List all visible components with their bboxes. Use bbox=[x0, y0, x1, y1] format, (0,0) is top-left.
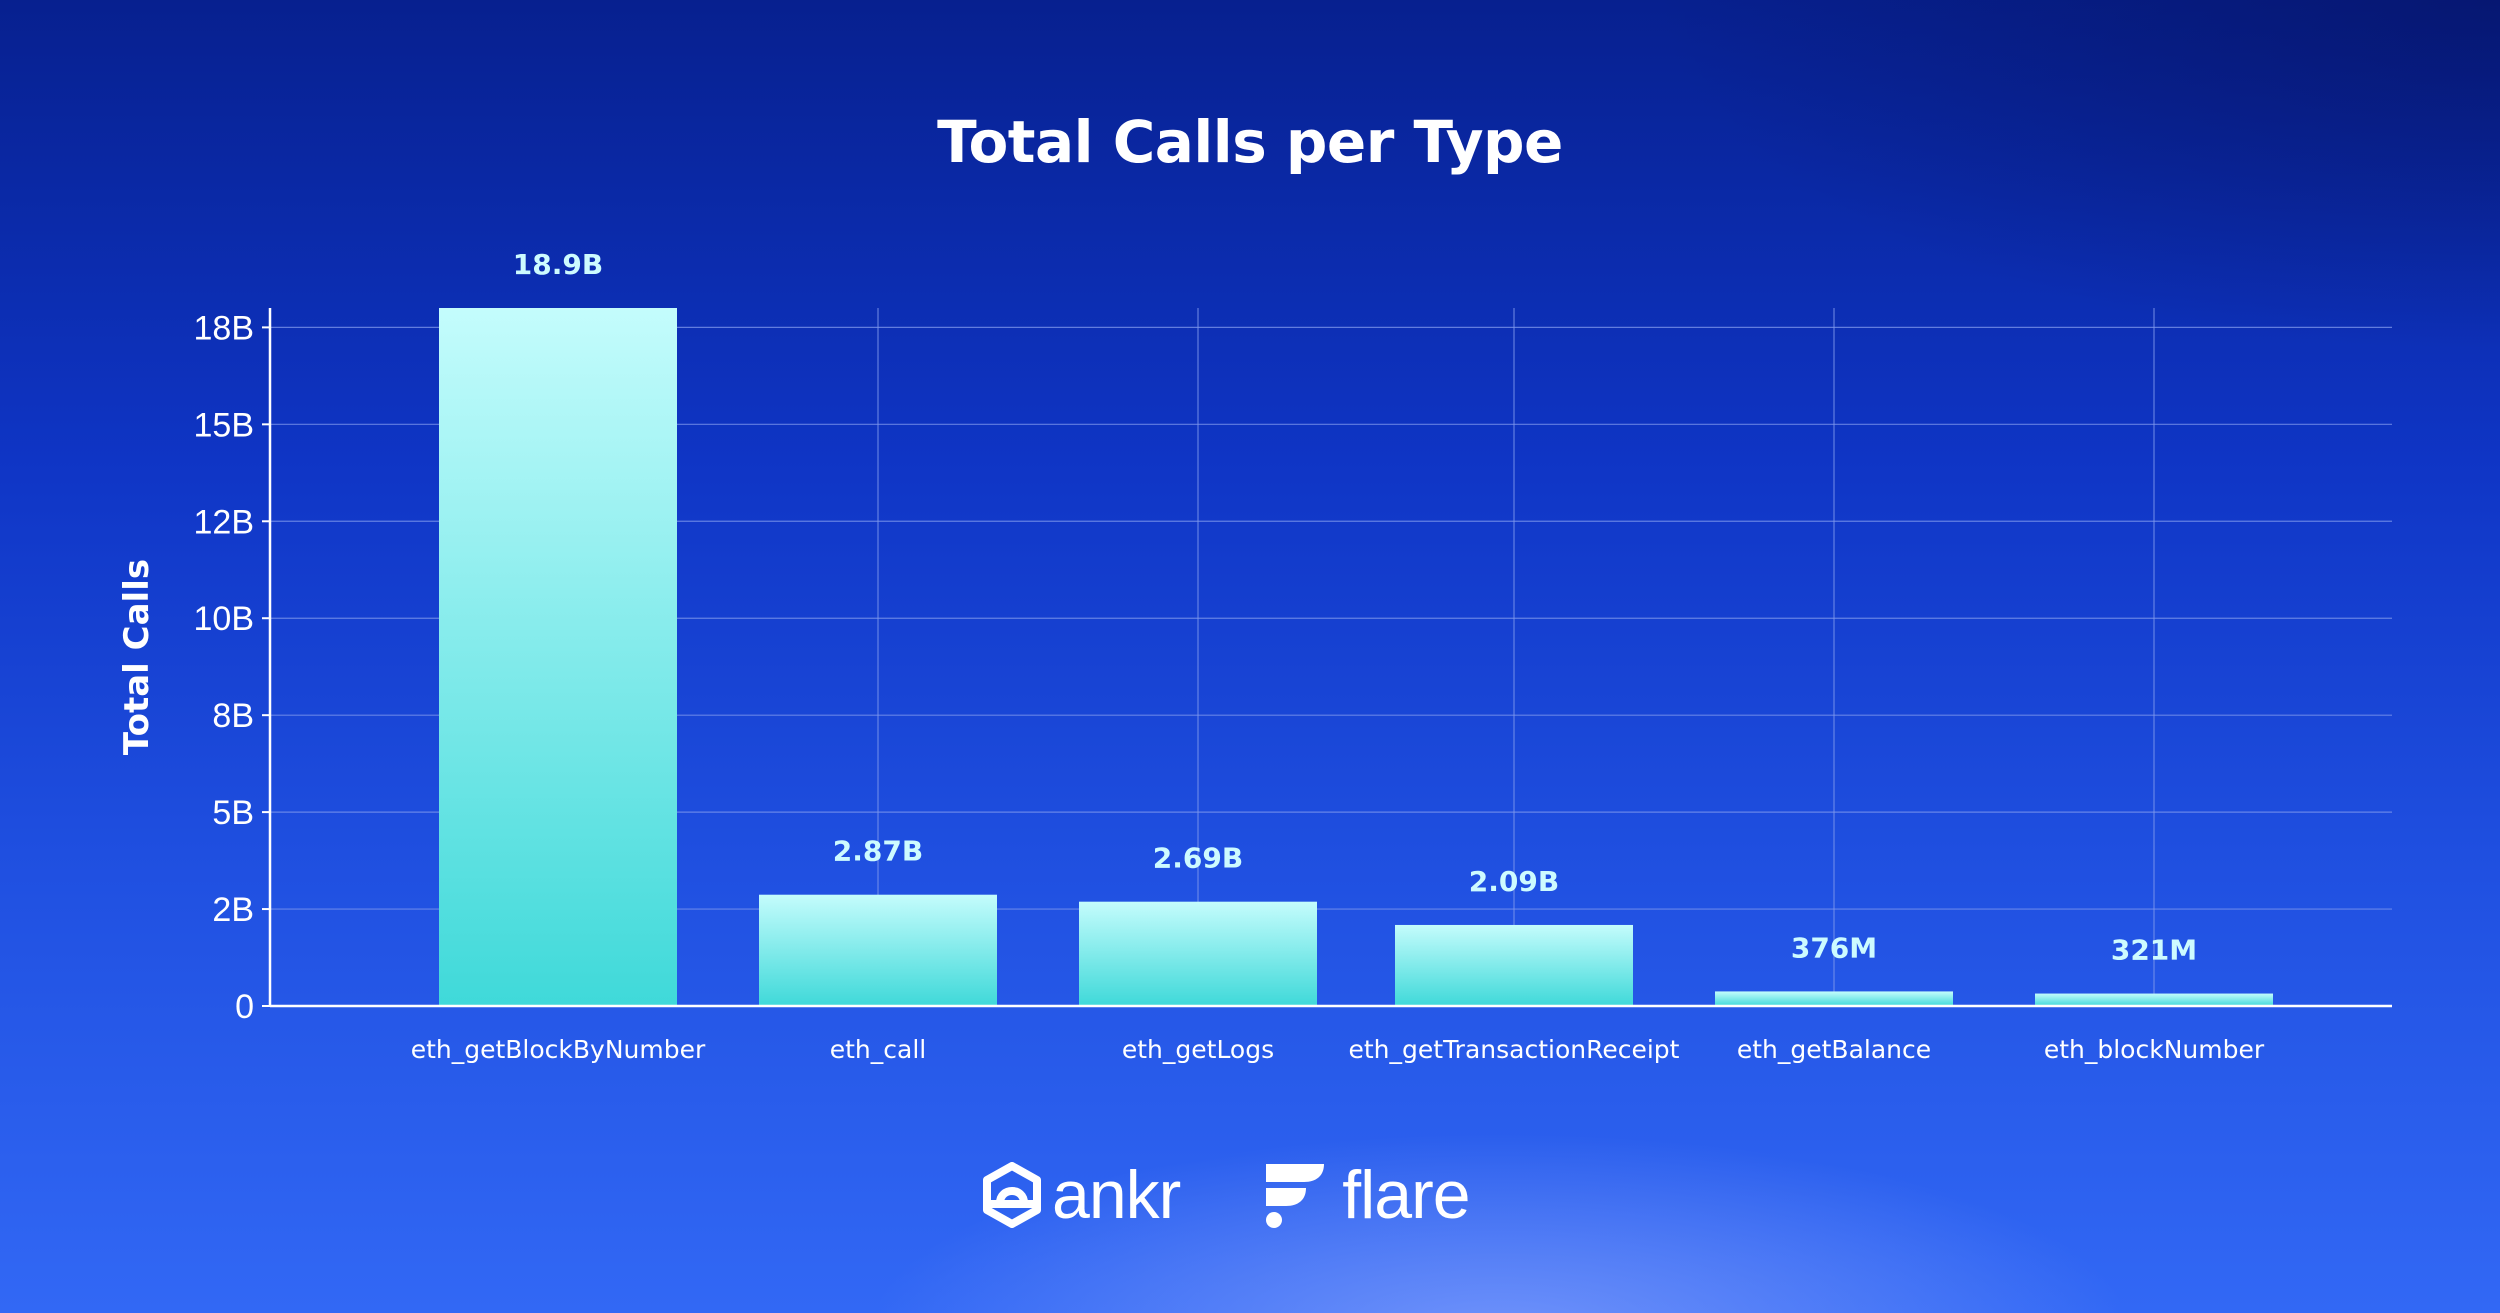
labels: 0 2B 5B 8B 10B 12B 15B 18B 18.9B eth_getBlockByNu… bbox=[194, 248, 2265, 1064]
data-label: 18.9B bbox=[513, 248, 603, 281]
data-label: 2.87B bbox=[833, 835, 923, 868]
y-axis-label: Total Calls bbox=[117, 559, 157, 755]
bar bbox=[1715, 991, 1953, 1006]
ankr-logo-text: ankr bbox=[1052, 1157, 1181, 1233]
bar bbox=[439, 308, 677, 1006]
y-tick-label: 8B bbox=[212, 697, 254, 735]
bar bbox=[759, 894, 997, 1006]
data-label: 376M bbox=[1791, 931, 1877, 964]
x-tick-label: eth_getBlockByNumber bbox=[411, 1035, 706, 1064]
x-tick-label: eth_getTransactionReceipt bbox=[1349, 1035, 1680, 1064]
x-tick-label: eth_getLogs bbox=[1122, 1035, 1274, 1064]
bar bbox=[2035, 993, 2273, 1006]
y-tick-label: 5B bbox=[212, 794, 254, 832]
flare-logo-text: flare bbox=[1342, 1157, 1470, 1233]
flare-logo-icon bbox=[1266, 1164, 1325, 1228]
y-tick-label: 15B bbox=[194, 406, 255, 444]
ankr-hexagon-icon bbox=[983, 1162, 1041, 1228]
bar bbox=[1395, 924, 1633, 1006]
y-tick-label: 2B bbox=[212, 891, 254, 929]
ankr-logo: ankr bbox=[980, 1156, 1181, 1234]
flare-logo: flare bbox=[1260, 1156, 1471, 1234]
y-tick-label: 0 bbox=[235, 988, 254, 1026]
partner-logos: ankr flare bbox=[980, 1155, 1471, 1235]
data-label: 2.09B bbox=[1469, 865, 1559, 898]
axes bbox=[262, 308, 2392, 1008]
x-tick-label: eth_getBalance bbox=[1737, 1035, 1931, 1064]
y-tick-label: 10B bbox=[194, 600, 255, 638]
bars bbox=[439, 308, 2273, 1006]
chart-title: Total Calls per Type bbox=[937, 108, 1563, 176]
data-label: 321M bbox=[2111, 934, 2197, 967]
y-tick-label: 18B bbox=[194, 309, 255, 347]
bar bbox=[1079, 901, 1317, 1006]
x-tick-label: eth_blockNumber bbox=[2044, 1035, 2265, 1064]
y-tick-label: 12B bbox=[194, 503, 255, 541]
data-label: 2.69B bbox=[1153, 842, 1243, 875]
x-tick-label: eth_call bbox=[830, 1035, 926, 1064]
